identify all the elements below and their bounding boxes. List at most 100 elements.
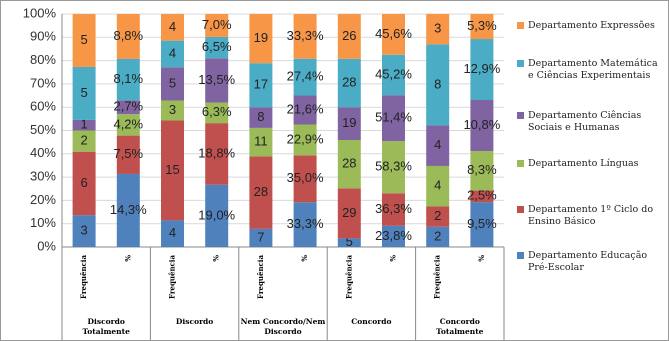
bar-segment xyxy=(249,107,273,128)
data-label: 2,5% xyxy=(467,188,497,203)
bar-segment xyxy=(72,119,96,131)
y-tick-label: 30% xyxy=(30,169,56,184)
x-tick-label: Frequência xyxy=(433,255,442,299)
data-label: 22,9% xyxy=(287,131,324,146)
data-label: 58,3% xyxy=(375,159,412,174)
data-label: 5 xyxy=(80,85,87,100)
data-label: 4 xyxy=(169,225,176,240)
bar-segment xyxy=(426,226,450,247)
x-tick-label: Frequência xyxy=(168,255,177,299)
bar-segment xyxy=(382,54,405,96)
bar-segment xyxy=(116,58,140,101)
bar-segment xyxy=(470,151,494,191)
bar-segment xyxy=(116,100,140,115)
x-tick-label: % xyxy=(123,255,132,262)
bar-segment xyxy=(161,67,184,101)
bar-segment xyxy=(337,188,361,239)
data-label: 6,3% xyxy=(202,104,232,119)
data-label: 8,1% xyxy=(113,71,143,86)
bar-segment xyxy=(382,14,405,55)
data-label: 18,8% xyxy=(198,145,235,160)
data-label: 3 xyxy=(169,102,176,117)
bar-segment xyxy=(293,95,317,125)
legend-swatch xyxy=(517,60,524,67)
bar-segment xyxy=(337,238,361,247)
x-tick-label: % xyxy=(300,255,309,262)
group-label: Discordo Totalmente xyxy=(83,317,131,336)
bar-segment xyxy=(426,44,450,126)
data-label: 1 xyxy=(80,117,87,132)
data-label: 51,4% xyxy=(375,110,412,125)
bar-segment xyxy=(116,173,140,247)
data-label: 7,5% xyxy=(113,146,143,161)
legend-swatch xyxy=(517,160,524,167)
legend-label: Departamento Ciências Sociais e Humanas xyxy=(528,110,642,133)
bar-segment xyxy=(205,123,229,185)
bar-segment xyxy=(382,193,405,226)
bar-segment xyxy=(249,63,273,108)
y-tick-label: 20% xyxy=(30,192,56,207)
bar-segment xyxy=(337,58,361,108)
y-tick-label: 10% xyxy=(30,215,56,230)
group-label: Nem Concordo/Nem Discordo xyxy=(241,317,326,336)
data-label: 2,7% xyxy=(113,99,143,114)
y-tick-label: 100% xyxy=(23,5,57,20)
y-tick-label: 50% xyxy=(30,122,56,137)
data-label: 5,3% xyxy=(467,18,497,33)
data-label: 15 xyxy=(165,162,179,177)
data-label: 7,0% xyxy=(202,17,232,32)
bar-segment xyxy=(116,135,140,174)
data-label: 14,3% xyxy=(110,202,147,217)
legend-label: Departamento 1º Ciclo do Ensino Básico xyxy=(528,204,654,227)
data-label: 45,6% xyxy=(375,26,412,41)
data-label: 4,2% xyxy=(113,116,143,131)
bar-segment xyxy=(161,120,184,221)
legend-swatch xyxy=(517,206,524,213)
bar-segment xyxy=(249,156,273,229)
data-label: 11 xyxy=(254,134,268,149)
data-label: 29 xyxy=(342,205,356,220)
legend-swatch xyxy=(517,252,524,259)
bar-segment xyxy=(205,184,229,247)
bar-segment xyxy=(249,14,273,64)
y-tick-label: 90% xyxy=(30,29,56,44)
bar-segment xyxy=(293,155,317,203)
bar-segment xyxy=(470,190,494,203)
x-tick-label: Frequência xyxy=(256,255,265,299)
data-label: 2 xyxy=(80,133,87,148)
legend-label: Departamento Matemática e Ciências Exper… xyxy=(528,58,658,81)
data-label: 45,2% xyxy=(375,66,412,81)
data-label: 4 xyxy=(169,45,176,60)
bar-segment xyxy=(382,225,405,247)
bar-segment xyxy=(337,139,361,189)
data-label: 17 xyxy=(254,77,268,92)
y-tick-label: 70% xyxy=(30,75,56,90)
bar-segment xyxy=(116,14,140,59)
legend-swatch xyxy=(517,112,524,119)
legend-label: Departamento Educação Pré-Escolar xyxy=(528,250,648,273)
bar-segment xyxy=(205,14,229,37)
data-label: 35,0% xyxy=(287,170,324,185)
data-label: 7 xyxy=(257,229,264,244)
y-tick-label: 40% xyxy=(30,145,56,160)
group-label: Concordo xyxy=(351,317,391,326)
data-label: 4 xyxy=(434,178,441,193)
bar-segment xyxy=(382,141,405,194)
group-label: Discordo xyxy=(176,317,213,326)
legend-label: Departamento Línguas xyxy=(528,158,639,169)
data-label: 12,9% xyxy=(463,61,500,76)
bar-segment xyxy=(161,100,184,121)
bar-segment xyxy=(293,14,317,59)
x-tick-label: % xyxy=(389,255,398,262)
bar-segment xyxy=(72,14,96,67)
data-label: 28 xyxy=(254,184,268,199)
data-label: 36,3% xyxy=(375,201,412,216)
data-label: 2 xyxy=(434,228,441,243)
y-tick-label: 80% xyxy=(30,52,56,67)
data-label: 4 xyxy=(169,19,176,34)
data-label: 26 xyxy=(342,28,356,43)
group-label: Concordo Totalmente xyxy=(436,317,484,336)
data-label: 19 xyxy=(254,30,268,45)
